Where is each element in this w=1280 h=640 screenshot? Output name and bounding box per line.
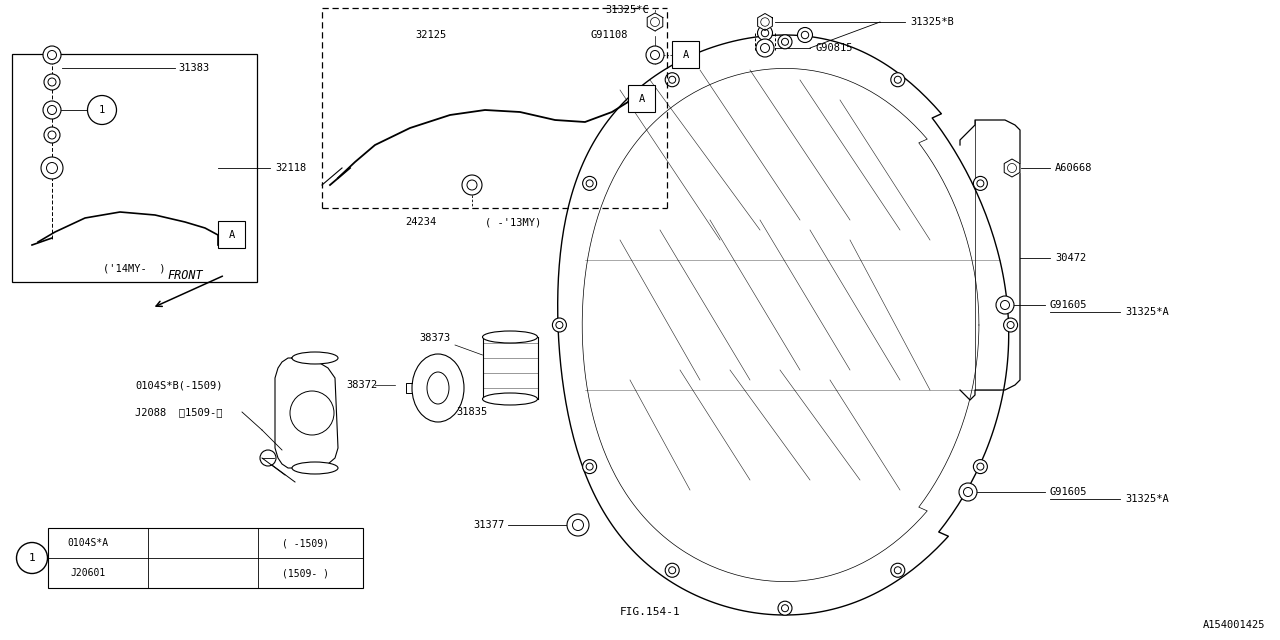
Text: 31835: 31835 [457,407,488,417]
Circle shape [778,35,792,49]
Text: G90815: G90815 [815,43,852,53]
Circle shape [666,563,680,577]
Circle shape [41,157,63,179]
Circle shape [891,563,905,577]
Text: (1509- ): (1509- ) [282,568,329,578]
Circle shape [996,296,1014,314]
Text: 0104S*B(-1509): 0104S*B(-1509) [134,380,223,390]
Text: 31377: 31377 [474,520,506,530]
Text: ( -'13MY): ( -'13MY) [485,217,541,227]
Circle shape [582,177,596,190]
Circle shape [756,39,774,57]
Text: G91605: G91605 [1050,300,1088,310]
Text: ('14MY-  ): ('14MY- ) [102,263,165,273]
Text: 31325*A: 31325*A [1125,307,1169,317]
Polygon shape [648,13,663,31]
Text: 31383: 31383 [178,63,209,73]
Circle shape [17,543,47,573]
Text: A: A [639,93,645,104]
Circle shape [666,73,680,87]
Circle shape [973,177,987,191]
Text: 30472: 30472 [1055,253,1087,263]
Circle shape [582,460,596,474]
Text: J20601: J20601 [70,568,106,578]
Circle shape [959,483,977,501]
Bar [218,221,244,248]
Polygon shape [758,13,772,31]
Text: 31325*B: 31325*B [910,17,954,27]
Circle shape [44,46,61,64]
Text: A60668: A60668 [1055,163,1093,173]
Text: 1: 1 [28,553,36,563]
Circle shape [87,95,116,125]
Text: 24234: 24234 [404,217,436,227]
Text: J2088  〈1509-〉: J2088 〈1509-〉 [134,407,223,417]
Ellipse shape [483,393,538,405]
Ellipse shape [292,462,338,474]
Text: FRONT: FRONT [168,269,202,282]
Circle shape [797,28,813,42]
Text: A: A [682,49,689,60]
Text: 31325*C: 31325*C [605,5,649,15]
Circle shape [758,26,773,40]
Text: 32118: 32118 [275,163,306,173]
Bar [672,41,699,68]
Polygon shape [1005,159,1020,177]
Circle shape [646,46,664,64]
Circle shape [462,175,483,195]
Text: A154001425: A154001425 [1202,620,1265,630]
Ellipse shape [483,331,538,343]
Text: ( -1509): ( -1509) [282,538,329,548]
Bar [49,528,364,588]
Circle shape [778,601,792,615]
Text: A: A [228,230,234,239]
Circle shape [44,74,60,90]
Text: FIG.154-1: FIG.154-1 [620,607,681,617]
Text: 1: 1 [99,105,105,115]
Text: G91108: G91108 [590,30,627,40]
Circle shape [1004,318,1018,332]
Circle shape [973,460,987,474]
Circle shape [44,127,60,143]
Circle shape [44,101,61,119]
Text: 38373: 38373 [420,333,451,343]
Ellipse shape [412,354,465,422]
Text: 32125: 32125 [415,30,447,40]
Circle shape [553,318,567,332]
Circle shape [891,73,905,87]
Text: G91605: G91605 [1050,487,1088,497]
Circle shape [567,514,589,536]
Text: 0104S*A: 0104S*A [68,538,109,548]
Text: 31325*A: 31325*A [1125,494,1169,504]
Bar [628,85,655,112]
Circle shape [260,450,276,466]
Text: 38372: 38372 [347,380,378,390]
Bar [12,54,257,282]
Ellipse shape [292,352,338,364]
